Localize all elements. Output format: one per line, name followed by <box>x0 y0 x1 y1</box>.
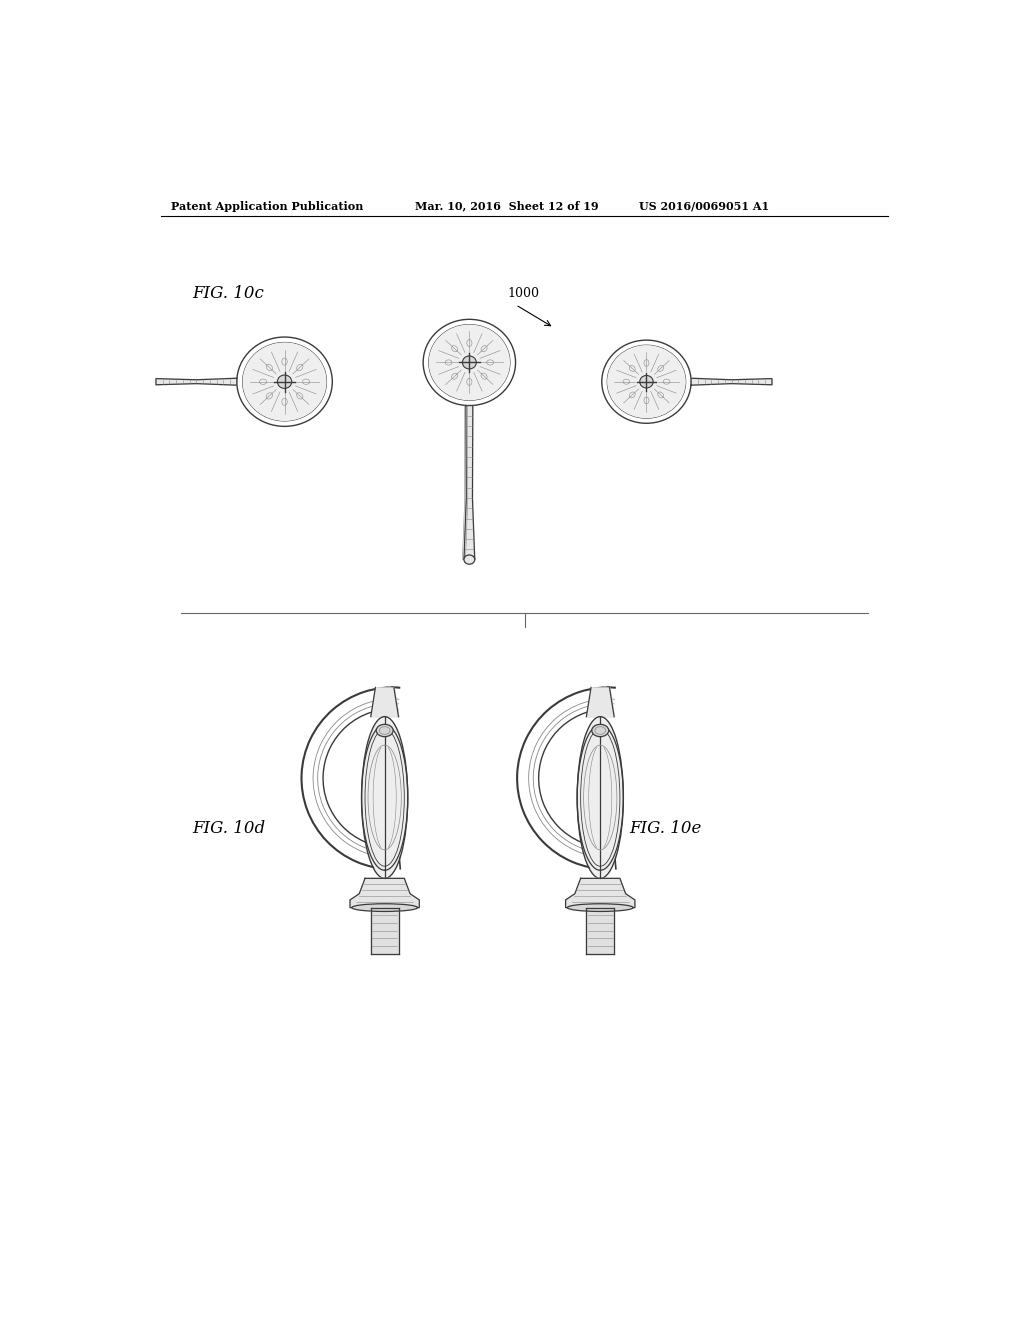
Ellipse shape <box>640 375 653 388</box>
Text: Patent Application Publication: Patent Application Publication <box>171 201 362 211</box>
Polygon shape <box>464 405 475 560</box>
Ellipse shape <box>567 904 633 911</box>
Ellipse shape <box>362 718 408 876</box>
Ellipse shape <box>463 356 476 368</box>
Text: US 2016/0069051 A1: US 2016/0069051 A1 <box>639 201 769 211</box>
Polygon shape <box>565 878 635 908</box>
Ellipse shape <box>351 904 418 911</box>
Text: FIG. 10d: FIG. 10d <box>193 820 265 837</box>
Text: FIG. 10e: FIG. 10e <box>630 820 701 837</box>
Ellipse shape <box>278 375 292 388</box>
Text: 1000: 1000 <box>508 286 540 300</box>
Polygon shape <box>156 379 237 385</box>
Ellipse shape <box>243 342 327 421</box>
Text: Mar. 10, 2016  Sheet 12 of 19: Mar. 10, 2016 Sheet 12 of 19 <box>416 201 599 211</box>
Ellipse shape <box>376 725 393 737</box>
Text: FIG. 10c: FIG. 10c <box>193 285 264 302</box>
Ellipse shape <box>429 325 510 400</box>
Ellipse shape <box>578 718 623 876</box>
Ellipse shape <box>592 725 608 737</box>
Polygon shape <box>350 878 419 908</box>
Ellipse shape <box>464 554 475 564</box>
Ellipse shape <box>607 345 686 418</box>
Polygon shape <box>691 379 772 385</box>
